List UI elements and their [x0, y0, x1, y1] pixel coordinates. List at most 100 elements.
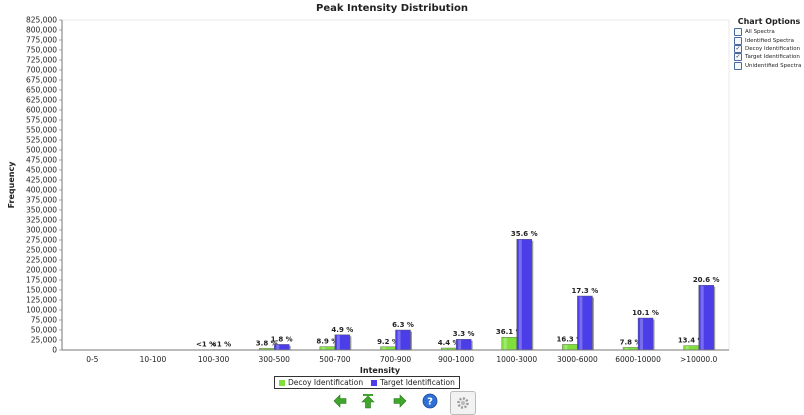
y-tick-label: 150,000: [26, 286, 57, 295]
data-label: 1.8 %: [271, 335, 293, 343]
y-axis: 025,00050,00075,000100,000125,000150,000…: [26, 16, 729, 355]
y-tick-label: 100,000: [26, 306, 57, 315]
settings-icon[interactable]: [450, 391, 476, 415]
legend-label: Decoy Identification: [288, 378, 363, 387]
bar-highlight: [504, 338, 507, 350]
x-tick-label: 500-700: [319, 355, 351, 364]
checkbox[interactable]: ✓: [734, 45, 742, 53]
y-tick-label: 600,000: [26, 106, 57, 115]
bar-highlight: [261, 349, 264, 350]
y-tick-label: 775,000: [26, 36, 57, 45]
chart-option-identified-spectra[interactable]: Identified Spectra: [734, 36, 804, 44]
option-label: Unidentified Spectra: [745, 63, 801, 69]
legend-swatch: [279, 380, 285, 386]
y-tick-label: 25,000: [31, 336, 57, 345]
y-tick-label: 400,000: [26, 186, 57, 195]
y-tick-label: 575,000: [26, 116, 57, 125]
data-label: 35.6 %: [511, 230, 538, 238]
y-tick-label: 50,000: [31, 326, 57, 335]
y-tick-label: 550,000: [26, 126, 57, 135]
legend-item-decoy: Decoy Identification: [279, 378, 363, 387]
bar-highlight: [337, 335, 340, 349]
x-tick-label: 900-1000: [438, 355, 474, 364]
chart-options-title: Chart Options: [734, 17, 804, 26]
bar-highlight: [458, 340, 461, 350]
chart-option-target-identification[interactable]: ✓Target Identification: [734, 53, 804, 61]
y-tick-label: 700,000: [26, 66, 57, 75]
chart-title: Peak Intensity Distribution: [316, 3, 468, 14]
legend-item-target: Target Identification: [371, 378, 455, 387]
y-tick-label: 200,000: [26, 266, 57, 275]
y-tick-label: 225,000: [26, 256, 57, 265]
checkbox[interactable]: ✓: [734, 53, 742, 61]
chart-option-unidentified-spectra[interactable]: Unidentified Spectra: [734, 62, 804, 70]
y-tick-label: 125,000: [26, 296, 57, 305]
y-tick-label: 75,000: [31, 316, 57, 325]
x-axis: 0-5 10-100 100-300 300-500 500-700 700-900 900…: [86, 355, 717, 364]
y-tick-label: 800,000: [26, 26, 57, 35]
x-tick-label: 300-500: [259, 355, 291, 364]
bar-highlight: [398, 331, 401, 350]
y-tick-label: 825,000: [26, 16, 57, 25]
checkbox[interactable]: [734, 28, 742, 36]
checkbox[interactable]: [734, 62, 742, 70]
bar-highlight: [686, 346, 689, 349]
arrow-up-icon[interactable]: [358, 391, 378, 411]
y-tick-label: 275,000: [26, 236, 57, 245]
y-tick-label: 300,000: [26, 226, 57, 235]
x-tick-label: 0-5: [86, 355, 98, 364]
y-tick-label: 500,000: [26, 146, 57, 155]
bars: <1 %<1 %3.8 %1.8 %8.9 %4.9 %9.2 %6.3 %4.…: [196, 230, 720, 350]
legend-label: Target Identification: [380, 378, 455, 387]
checkbox[interactable]: [734, 37, 742, 45]
bar-highlight: [640, 319, 643, 350]
bar-highlight: [701, 286, 704, 350]
y-tick-label: 750,000: [26, 46, 57, 55]
y-tick-label: 350,000: [26, 206, 57, 215]
x-tick-label: 6000-10000: [615, 355, 661, 364]
legend-swatch: [371, 380, 377, 386]
data-label: 10.1 %: [632, 309, 659, 317]
bar-highlight: [579, 297, 582, 350]
x-tick-label: 3000-6000: [557, 355, 598, 364]
data-label: 4.9 %: [331, 326, 353, 334]
data-label: <1 %: [211, 341, 231, 349]
x-tick-label: 100-300: [198, 355, 230, 364]
y-tick-label: 425,000: [26, 176, 57, 185]
help-icon[interactable]: ?: [420, 391, 440, 411]
data-label: 3.3 %: [453, 330, 475, 338]
y-tick-label: 175,000: [26, 276, 57, 285]
bar-highlight: [625, 348, 628, 350]
x-tick-label: 10-100: [140, 355, 167, 364]
chart-option-all-spectra[interactable]: All Spectra: [734, 28, 804, 36]
x-axis-label: Intensity: [360, 366, 401, 375]
chart-option-decoy-identification[interactable]: ✓Decoy Identification: [734, 45, 804, 53]
option-label: Decoy Identification: [745, 46, 800, 52]
y-tick-label: 725,000: [26, 56, 57, 65]
arrow-left-icon[interactable]: [330, 391, 350, 411]
bar-highlight: [564, 345, 567, 350]
legend: Decoy Identification Target Identificati…: [274, 376, 460, 389]
bar-highlight: [443, 349, 446, 350]
svg-text:?: ?: [427, 397, 433, 408]
x-tick-label: >10000.0: [680, 355, 718, 364]
y-tick-label: 375,000: [26, 196, 57, 205]
bar-highlight: [383, 347, 386, 349]
plot-area: [62, 20, 729, 350]
data-label: 17.3 %: [572, 287, 599, 295]
y-tick-label: 625,000: [26, 96, 57, 105]
option-label: Target Identification: [745, 54, 800, 60]
y-tick-label: 325,000: [26, 216, 57, 225]
bar-highlight: [276, 345, 279, 350]
y-tick-label: 250,000: [26, 246, 57, 255]
data-label: 6.3 %: [392, 321, 414, 329]
x-tick-label: 700-900: [380, 355, 412, 364]
bar-highlight: [519, 240, 522, 350]
y-axis-label: Frequency: [7, 161, 16, 209]
y-tick-label: 675,000: [26, 76, 57, 85]
y-tick-label: 450,000: [26, 166, 57, 175]
y-tick-label: 650,000: [26, 86, 57, 95]
arrow-right-icon[interactable]: [390, 391, 410, 411]
